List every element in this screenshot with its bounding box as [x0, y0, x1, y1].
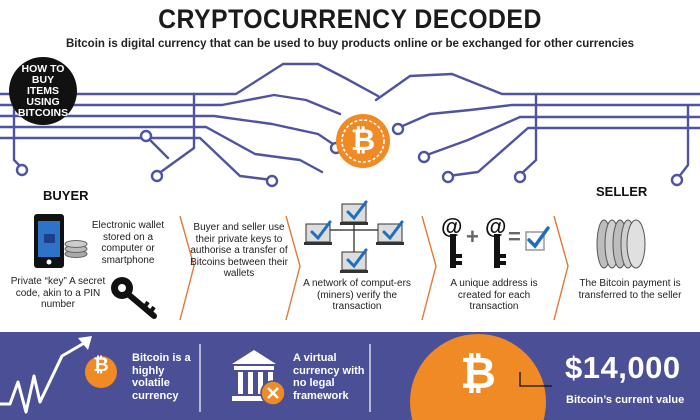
bitcoin-coin-icon: ₿: [93, 355, 109, 376]
step-separators: [179, 215, 569, 321]
key-icon: [111, 277, 157, 319]
step-wallet-text: Electronic wallet stored on a computer o…: [91, 220, 165, 266]
at-symbol: @: [441, 214, 463, 239]
facts-band: [0, 332, 700, 420]
how-to-badge: HOW TO BUY ITEMS USING BITCOINS: [9, 57, 77, 125]
step-address-text: A unique address is created for each tra…: [450, 278, 538, 312]
step-key-text: Private “key” A secret code, akin to a P…: [10, 276, 106, 310]
smartphone-icon: [34, 214, 88, 268]
plus-symbol: +: [466, 224, 479, 249]
at-key-icon: [450, 234, 462, 268]
bitcoin-coin-icon: ₿: [350, 124, 376, 157]
checkbox-icon: [525, 226, 550, 251]
how-to-badge-text: HOW TO BUY ITEMS USING BITCOINS: [17, 62, 69, 119]
step-authorise-text: Buyer and seller use their private keys …: [190, 222, 288, 279]
at-symbol: @: [485, 214, 507, 239]
x-icon: [260, 380, 286, 406]
coin-stack-icon: [596, 219, 646, 269]
computer-network-icon: [304, 200, 404, 273]
at-key-icon: [494, 234, 506, 268]
seller-label: SELLER: [596, 184, 648, 199]
address-icons: @ + @ =: [440, 214, 550, 274]
step-payment-text: The Bitcoin payment is transferred to th…: [578, 278, 682, 301]
step-network-text: A network of comput-ers (miners) verify …: [303, 278, 411, 312]
page-title: CRYPTOCURRENCY DECODED: [158, 4, 542, 34]
page-subtitle: Bitcoin is digital currency that can be …: [65, 38, 635, 50]
bitcoin-coin-icon: ₿: [460, 349, 496, 398]
bitcoin-price: $14,000: [565, 350, 681, 385]
bottom-graphics: [0, 334, 552, 420]
buyer-label: BUYER: [43, 188, 89, 203]
equals-symbol: =: [508, 224, 521, 249]
volatile-text: Bitcoin is a highly volatile currency: [132, 352, 191, 402]
framework-text: A virtual currency with no legal framewo…: [293, 352, 365, 402]
bitcoin-price-caption: Bitcoin’s current value: [566, 394, 685, 406]
